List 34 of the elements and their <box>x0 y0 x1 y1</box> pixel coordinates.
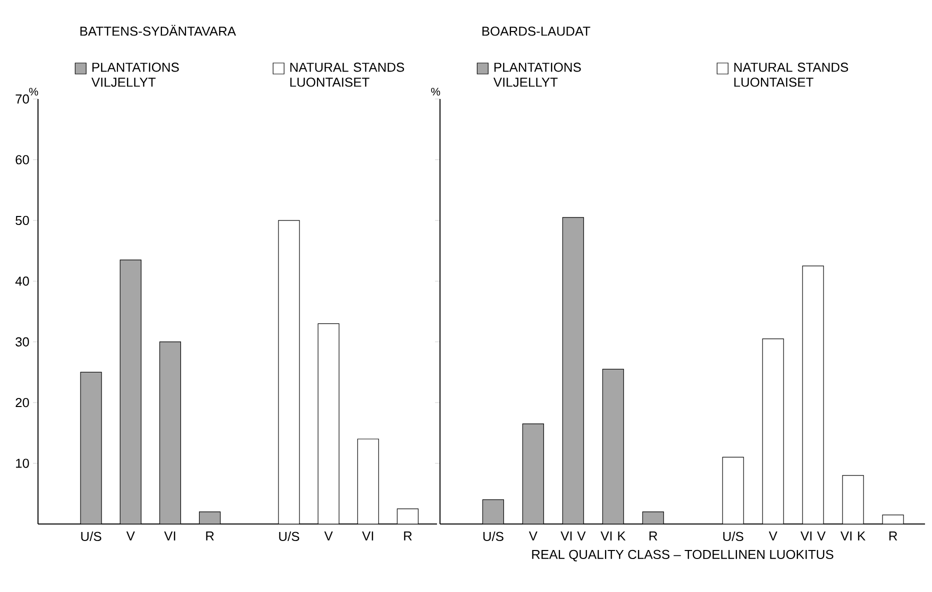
x-tick-label: U/S <box>279 532 300 542</box>
x-tick-label: VI K <box>840 532 866 540</box>
x-tick-label: VI K <box>600 532 626 540</box>
legend-label: PLANTATIONS VILJELLYT <box>91 62 179 87</box>
legend-label: PLANTATIONS VILJELLYT <box>493 62 581 87</box>
y-axis-title: % <box>431 88 440 96</box>
x-tick-label: VI V <box>800 532 826 540</box>
x-tick-label: R <box>206 532 214 540</box>
x-tick-label: R <box>650 532 658 540</box>
x-tick-label: V <box>768 532 778 540</box>
y-tick-label: 60 <box>16 155 29 164</box>
x-tick-label: V <box>324 532 333 540</box>
x-axis-title: REAL QUALITY CLASS – TODELLINEN LUOKITUS <box>532 550 834 562</box>
chart-title: BATTENS-SYDÄNTAVARA <box>80 24 236 36</box>
y-tick-label: 40 <box>15 276 29 286</box>
y-tick-label: 50 <box>16 216 29 226</box>
x-tick-label: U/S <box>723 532 744 542</box>
x-tick-label: VI <box>362 532 374 540</box>
x-tick-label: VI <box>164 532 176 540</box>
x-tick-label: V <box>126 532 135 540</box>
x-tick-label: V <box>528 532 538 540</box>
y-tick-label: 20 <box>16 398 29 408</box>
y-tick-label: 70 <box>16 94 29 104</box>
y-tick-label: 30 <box>16 337 29 346</box>
chart-title: BOARDS-LAUDAT <box>482 26 590 36</box>
x-tick-label: R <box>889 532 898 540</box>
x-tick-label: U/S <box>483 532 504 542</box>
x-tick-label: VI V <box>560 532 586 540</box>
y-tick-label: 10 <box>16 458 29 468</box>
legend-label: NATURAL STANDS LUONTAISET <box>734 62 848 87</box>
x-tick-label: U/S <box>81 532 102 542</box>
y-axis-title: % <box>29 88 38 96</box>
legend-label: NATURAL STANDS LUONTAISET <box>290 62 404 87</box>
x-tick-label: R <box>404 532 412 540</box>
